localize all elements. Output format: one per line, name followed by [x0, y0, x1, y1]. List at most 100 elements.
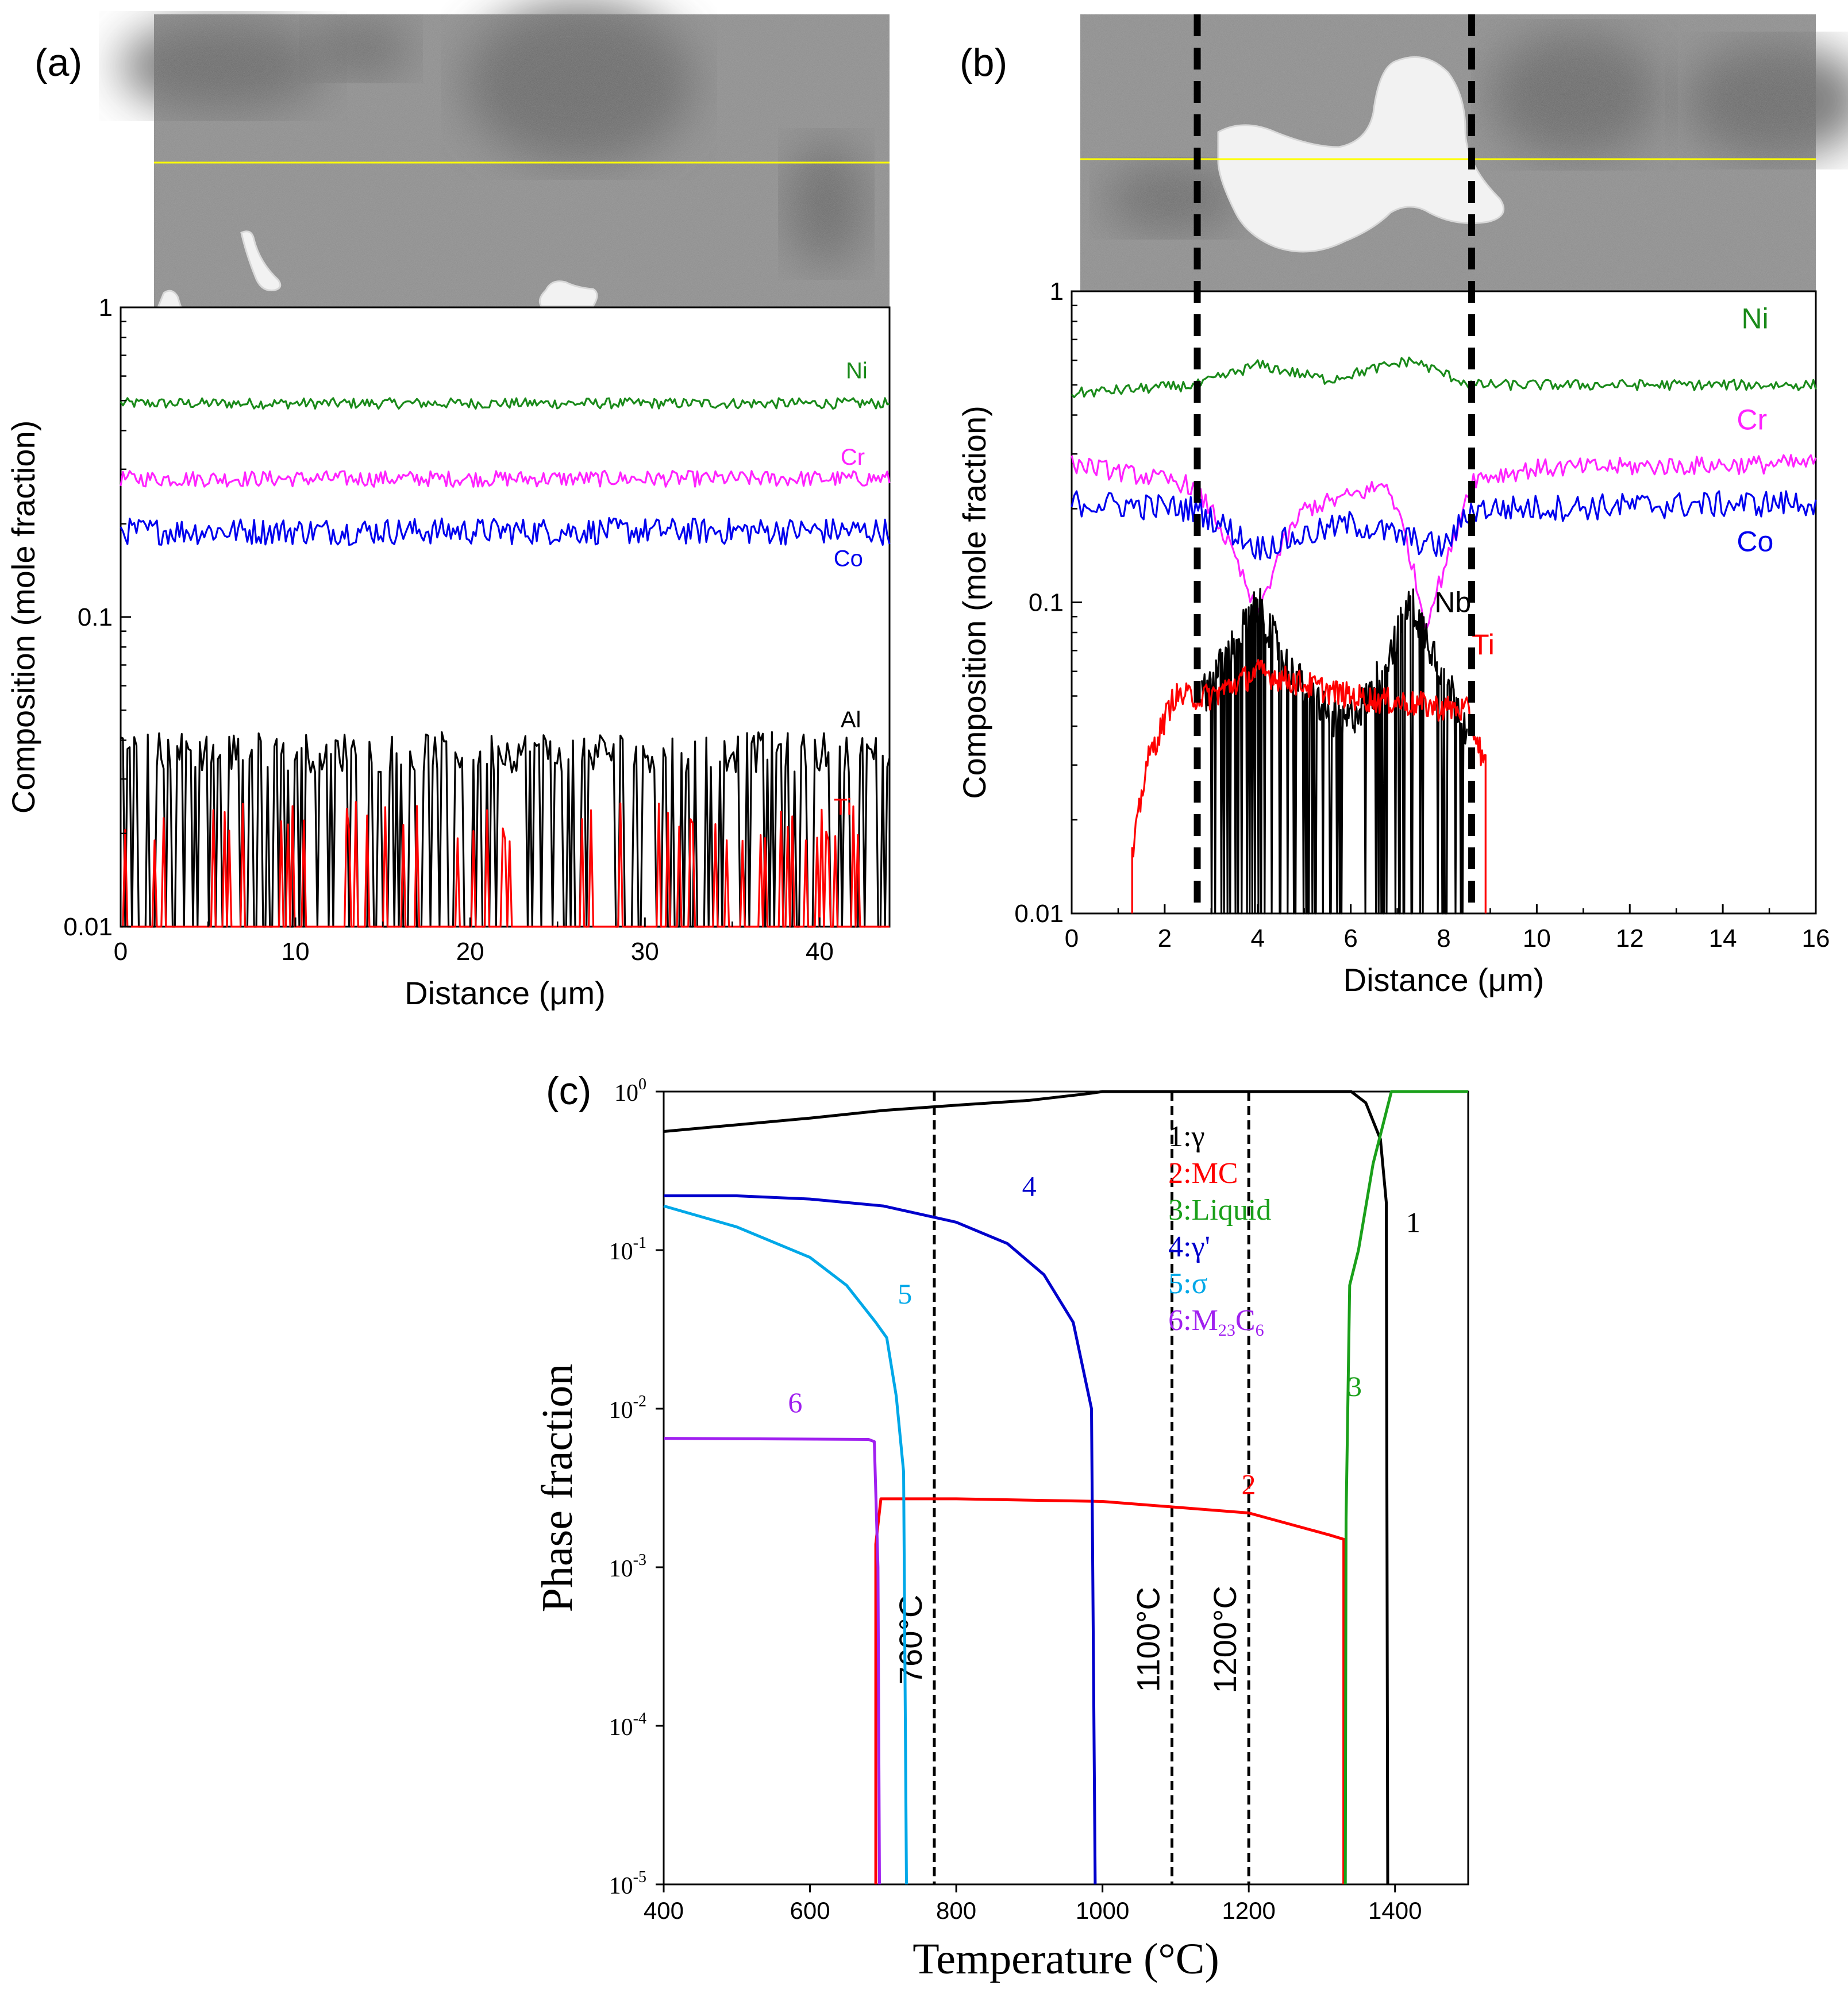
series-label-Ni: Ni — [1742, 303, 1769, 335]
series-label-Ti: Ti — [1472, 629, 1495, 661]
tick-base: 10 — [614, 1080, 638, 1106]
x-tick-label: 400 — [644, 1897, 684, 1924]
x-axis-title: Distance (μm) — [405, 975, 606, 1011]
x-tick-label: 8 — [1437, 924, 1450, 953]
panel-label-b: (b) — [960, 41, 1008, 84]
legend-item-1: 1:γ — [1168, 1120, 1204, 1153]
phase-number-2: 2 — [1241, 1468, 1256, 1500]
phase-number-6: 6 — [788, 1386, 802, 1418]
series-label-Nb: Nb — [1434, 587, 1471, 619]
y-tick-label: 0.1 — [1029, 589, 1064, 617]
series-Ti — [121, 801, 890, 928]
legend-text: MC — [1192, 1157, 1238, 1190]
phase-curve-5 — [663, 1204, 908, 1885]
legend-number: 3: — [1168, 1194, 1191, 1227]
legend-text: γ' — [1191, 1231, 1210, 1263]
legend-text: C — [1235, 1304, 1256, 1337]
x-tick-label: 12 — [1616, 924, 1644, 953]
legend-number: 6: — [1168, 1304, 1191, 1337]
y-tick-label: 100 — [614, 1075, 646, 1106]
series-Ti — [1131, 659, 1487, 913]
phase-curve-6 — [663, 1437, 881, 1885]
series-Co — [120, 516, 891, 546]
series-line-Ni — [120, 397, 890, 410]
legend-number: 5: — [1168, 1267, 1191, 1300]
x-tick-label: 1200 — [1222, 1897, 1275, 1924]
tick-exponent: 0 — [638, 1075, 646, 1093]
series-label-Cr: Cr — [841, 445, 865, 470]
series-Ni — [120, 397, 890, 410]
series-line-Ti — [1131, 659, 1487, 913]
temperature-label-1: 1100°C — [1130, 1587, 1166, 1692]
y-tick-label: 10-1 — [609, 1234, 646, 1265]
series-line-Al — [120, 731, 891, 928]
x-tick-label: 16 — [1802, 924, 1830, 953]
x-tick-label: 10 — [282, 938, 310, 966]
x-tick-label: 1000 — [1076, 1897, 1129, 1924]
y-axis-title: Phase fraction — [533, 1364, 582, 1613]
x-tick-label: 0 — [1065, 924, 1079, 953]
tick-exponent: -1 — [633, 1234, 646, 1252]
legend-item-2: 2:MC — [1168, 1157, 1238, 1190]
tick-base: 10 — [609, 1239, 633, 1265]
x-tick-label: 0 — [114, 938, 128, 966]
plot-frame — [663, 1090, 1469, 1886]
tick-base: 10 — [609, 1714, 633, 1741]
phase-curve-4 — [664, 1194, 1097, 1885]
series-label-Al: Al — [841, 707, 861, 732]
tick-exponent: -3 — [633, 1551, 646, 1569]
precipitate — [1217, 56, 1505, 253]
x-tick-label: 600 — [790, 1897, 830, 1924]
series-Al — [120, 731, 891, 928]
panel-label-c: (c) — [546, 1069, 592, 1113]
micrograph-noise — [154, 14, 890, 307]
series-line-Ti — [121, 801, 890, 928]
series-line-Cr — [120, 469, 891, 488]
temperature-label-0: 760°C — [892, 1595, 929, 1684]
series-label-Ti: Ti — [834, 795, 852, 820]
precipitate — [240, 230, 282, 291]
y-tick-label: 1 — [99, 294, 113, 322]
legend-number: 4: — [1168, 1231, 1191, 1263]
phase-number-5: 5 — [898, 1278, 912, 1310]
legend-item-5: 5:σ — [1168, 1267, 1207, 1300]
precipitate — [156, 290, 183, 309]
panel-label-a: (a) — [34, 41, 83, 84]
y-tick-label: 0.01 — [63, 913, 113, 941]
y-tick-label: 0.01 — [1014, 900, 1064, 928]
series-line-Co — [120, 516, 891, 546]
y-axis-title: Composition (mole fraction) — [956, 406, 992, 799]
tick-base: 10 — [609, 1556, 633, 1582]
x-tick-label: 6 — [1343, 924, 1357, 953]
y-axis-title: Composition (mole fraction) — [5, 421, 41, 814]
y-tick-label: 0.1 — [78, 603, 113, 631]
micrograph-a — [120, 3, 890, 309]
legend-subscript: 23 — [1218, 1321, 1235, 1340]
legend-item-6: 6:M23C6 — [1168, 1304, 1264, 1340]
chart-a: Ni Cr Co Al Ti 0 10 20 30 40 0.01 0.1 1 Distance (μm)… — [5, 3, 891, 1011]
x-tick-label: 2 — [1158, 924, 1172, 953]
legend-text: σ — [1192, 1267, 1208, 1300]
series-Cr — [120, 469, 891, 488]
phase-number-1: 1 — [1406, 1206, 1420, 1239]
y-tick-label: 10-2 — [609, 1393, 646, 1424]
micrograph-b — [1080, 14, 1848, 291]
legend-text: M — [1192, 1304, 1218, 1337]
tick-base: 10 — [609, 1397, 633, 1424]
tick-exponent: -2 — [633, 1393, 646, 1410]
x-tick-label: 1400 — [1368, 1897, 1422, 1924]
legend-subscript: 6 — [1256, 1321, 1264, 1340]
chart-c: 760°C 1100°C 1200°C1234561:γ2:MC3:Liquid4:… — [533, 1075, 1469, 1983]
legend-number: 2: — [1168, 1157, 1191, 1190]
tick-exponent: -4 — [633, 1710, 646, 1728]
precipitate — [538, 280, 598, 307]
x-tick-label: 14 — [1709, 924, 1737, 953]
x-tick-label: 20 — [456, 938, 484, 966]
series-label-Co: Co — [1737, 526, 1773, 558]
legend-item-3: 3:Liquid — [1168, 1194, 1271, 1227]
x-tick-label: 10 — [1523, 924, 1551, 953]
y-tick-label: 10-5 — [609, 1868, 646, 1899]
series-label-Ni: Ni — [846, 358, 868, 384]
